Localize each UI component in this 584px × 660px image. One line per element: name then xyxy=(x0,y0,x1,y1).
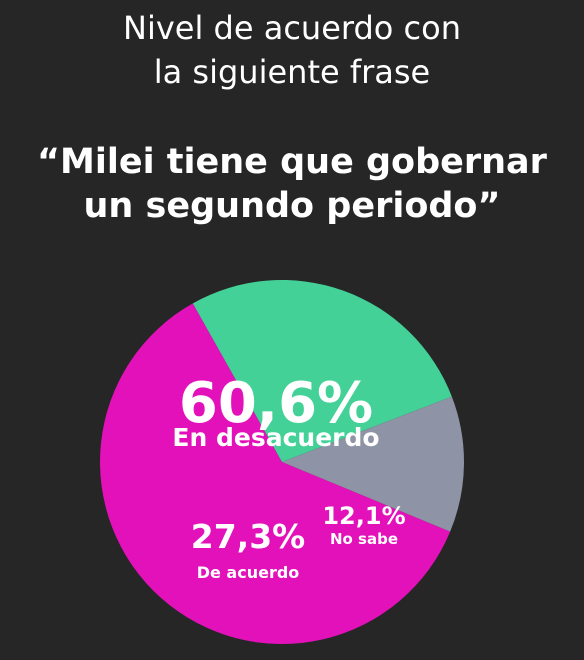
slice-category-label: En desacuerdo xyxy=(172,423,379,452)
quote-line-1: “Milei tiene que gobernar xyxy=(37,142,547,182)
slice-category-label: De acuerdo xyxy=(197,563,300,582)
chart-subtitle-quote: “Milei tiene que gobernar un segundo per… xyxy=(0,140,584,228)
pie-slice-de-acuerdo xyxy=(192,280,452,462)
slice-value-label: 12,1% xyxy=(322,502,405,530)
slice-value-label: 60,6% xyxy=(179,371,373,436)
pie-slice-no-sabe xyxy=(282,396,464,532)
pie-slice-en-desacuerdo xyxy=(100,303,451,645)
chart-title: Nivel de acuerdo con la siguiente frase xyxy=(0,6,584,94)
chart-title-line-1: Nivel de acuerdo con xyxy=(123,9,461,47)
slice-value-label: 27,3% xyxy=(191,517,306,556)
slice-category-label: No sabe xyxy=(330,530,398,548)
quote-line-2: un segundo periodo” xyxy=(83,186,501,226)
chart-title-line-2: la siguiente frase xyxy=(153,53,431,91)
